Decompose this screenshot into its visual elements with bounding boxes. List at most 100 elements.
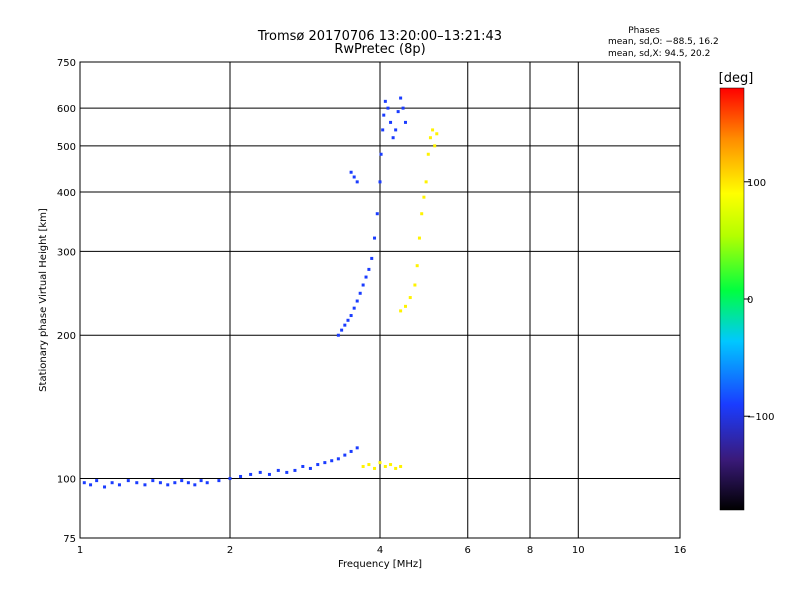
- point-s0-31: [330, 459, 334, 463]
- x-tick-label-0: 1: [77, 545, 83, 556]
- x-tick-label-2: 4: [377, 545, 383, 556]
- phase-heading: Phases: [628, 26, 660, 36]
- colorbar-tick-label-1: 0: [747, 295, 753, 306]
- point-s0-8: [143, 483, 147, 487]
- point-s0-45: [364, 275, 368, 279]
- colorbar-ticks: 100 0 −100: [744, 178, 774, 423]
- point-s0-32: [336, 457, 340, 461]
- y-tick-label-2: 200: [57, 331, 76, 342]
- x-tick-label-4: 8: [527, 545, 533, 556]
- point-s0-0: [82, 481, 86, 485]
- x-tick-label-1: 2: [227, 545, 233, 556]
- colorbar-tick-label-2: −100: [747, 412, 774, 423]
- point-s1-12: [415, 264, 419, 268]
- point-s0-9: [151, 479, 155, 483]
- point-s1-20: [433, 144, 437, 148]
- point-s0-27: [301, 464, 305, 468]
- y-tick-label-3: 300: [57, 247, 76, 258]
- point-s0-5: [117, 483, 121, 487]
- point-s0-18: [217, 479, 221, 483]
- point-s0-19: [228, 477, 232, 481]
- y-tick-label-6: 600: [57, 104, 76, 115]
- point-s0-40: [349, 314, 353, 318]
- point-s1-1: [367, 463, 371, 467]
- point-s0-39: [346, 318, 350, 322]
- point-s1-9: [403, 304, 407, 308]
- point-s0-37: [340, 328, 344, 332]
- colorbar-tick-label-0: 100: [747, 178, 766, 189]
- point-s1-0: [361, 464, 365, 468]
- point-s0-15: [193, 483, 197, 487]
- y-tick-label-0: 75: [63, 534, 76, 545]
- point-s1-2: [373, 466, 377, 470]
- axis-ticks: 1 2 4 6 8 10 16 75 100 200 300 400 500 600 750: [57, 58, 686, 556]
- point-s1-18: [428, 136, 432, 140]
- point-s0-63: [349, 170, 353, 174]
- point-s1-11: [413, 283, 417, 287]
- point-s0-24: [276, 468, 280, 472]
- point-s0-10: [158, 481, 162, 485]
- point-s0-60: [399, 96, 403, 100]
- point-s0-7: [135, 481, 139, 485]
- point-s0-33: [343, 453, 347, 457]
- point-s0-35: [355, 446, 359, 450]
- point-s0-34: [349, 449, 353, 453]
- point-s0-26: [293, 468, 297, 472]
- point-s0-36: [336, 333, 340, 337]
- point-s1-21: [435, 132, 439, 136]
- data-points: [82, 96, 439, 489]
- point-s1-4: [383, 464, 387, 468]
- point-s1-5: [389, 463, 393, 467]
- point-s1-7: [399, 464, 403, 468]
- y-tick-label-1: 100: [57, 475, 76, 486]
- point-s0-54: [383, 99, 387, 103]
- point-s1-8: [399, 309, 403, 313]
- x-tick-label-3: 6: [465, 545, 471, 556]
- point-s0-61: [401, 106, 405, 110]
- chart-subtitle: RwPretec (8p): [334, 42, 425, 57]
- point-s0-49: [375, 212, 379, 216]
- x-tick-label-6: 16: [674, 545, 687, 556]
- point-s1-10: [408, 296, 412, 300]
- point-s0-56: [389, 120, 393, 124]
- y-tick-label-5: 500: [57, 142, 76, 153]
- colorbar: [719, 87, 745, 511]
- point-s0-22: [258, 470, 262, 474]
- point-s0-13: [180, 479, 184, 483]
- point-s0-11: [166, 483, 170, 487]
- chart-title: Tromsø 20170706 13:20:00–13:21:43: [257, 29, 502, 44]
- point-s0-17: [205, 481, 209, 485]
- point-s0-47: [370, 256, 374, 260]
- point-s0-43: [358, 291, 362, 295]
- point-s0-42: [355, 299, 359, 303]
- point-s1-14: [420, 212, 424, 216]
- point-s0-12: [173, 481, 177, 485]
- point-s0-4: [110, 481, 114, 485]
- colorbar-label: [deg]: [719, 71, 754, 86]
- point-s0-55: [386, 106, 390, 110]
- point-s1-17: [426, 152, 430, 156]
- y-axis-label: Stationary phase Virtual Height [km]: [38, 208, 49, 392]
- point-s0-62: [403, 120, 407, 124]
- point-s0-3: [103, 485, 107, 489]
- point-s0-58: [394, 128, 398, 132]
- x-axis-label: Frequency [MHz]: [338, 559, 422, 570]
- point-s0-2: [95, 479, 99, 483]
- grid-lines: [80, 62, 680, 538]
- point-s0-41: [352, 306, 356, 310]
- point-s0-50: [378, 180, 382, 184]
- point-s0-23: [267, 472, 271, 476]
- y-tick-label-4: 400: [57, 188, 76, 199]
- point-s1-16: [424, 180, 428, 184]
- point-s1-13: [417, 236, 421, 240]
- phase-line-x: mean, sd,X: 94.5, 20.2: [608, 49, 710, 59]
- point-s0-25: [285, 470, 289, 474]
- point-s0-16: [199, 479, 203, 483]
- point-s0-64: [352, 175, 356, 179]
- x-tick-label-5: 10: [572, 545, 585, 556]
- point-s0-20: [239, 474, 243, 478]
- point-s0-29: [316, 463, 320, 467]
- point-s0-1: [89, 483, 93, 487]
